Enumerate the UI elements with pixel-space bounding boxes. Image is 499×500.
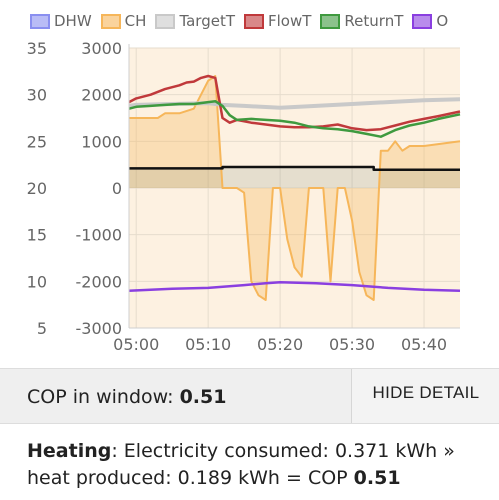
legend-swatch [30, 13, 50, 29]
hide-detail-button[interactable]: HIDE DETAIL [351, 369, 499, 423]
legend-item-flowt[interactable]: FlowT [244, 10, 311, 32]
right-tick-label: 3000 [81, 39, 122, 58]
left-tick-label: 10 [27, 272, 47, 291]
ch-area [129, 76, 460, 300]
x-tick-label: 05:40 [401, 335, 447, 354]
series-line-o [128, 281, 461, 292]
cop-summary-bar: COP in window: 0.51 HIDE DETAIL [0, 368, 499, 424]
legend-item-dhw[interactable]: DHW [30, 10, 92, 32]
legend-swatch [100, 13, 121, 29]
legend-label: FlowT [268, 12, 312, 30]
x-tick-label: 05:20 [257, 335, 303, 354]
x-tick-label: 05:10 [185, 335, 231, 354]
cop-window-text: COP in window: [27, 386, 174, 408]
legend-item-targett[interactable]: TargetT [155, 10, 235, 32]
left-tick-label: 25 [27, 132, 47, 151]
right-tick-label: 0 [112, 179, 122, 198]
right-tick-label: 2000 [81, 86, 122, 105]
heating-heading: Heating [27, 440, 112, 462]
right-tick-label: 1000 [81, 132, 122, 151]
legend-item-returnt[interactable]: ReturnT [320, 10, 403, 32]
series-line-heatoutput [129, 165, 460, 172]
legend-swatch [155, 13, 176, 29]
heating-cop-value: 0.51 [353, 467, 401, 489]
legend-swatch [320, 13, 341, 29]
series-line-flowt [128, 74, 461, 132]
chart-area: DHW CH TargetT FlowT ReturnT O 35 30 25 20 15 10 5 3… [27, 10, 499, 354]
legend-label: O [436, 12, 449, 30]
right-tick-label: -1000 [76, 226, 123, 245]
legend-label: CH [124, 12, 147, 30]
left-tick-label: 5 [37, 319, 47, 338]
legend-label: TargetT [179, 12, 236, 30]
legend-swatch [412, 13, 433, 29]
series-line-returnt [128, 99, 461, 138]
legend-swatch [244, 13, 265, 29]
cop-window-value: 0.51 [179, 386, 227, 408]
legend-label: ReturnT [344, 12, 404, 30]
electricity-consumed-text: : Electricity consumed: 0.371 kWh » [111, 440, 455, 462]
legend-item-o[interactable]: O [412, 10, 448, 32]
right-tick-label: -2000 [76, 272, 123, 291]
right-tick-label: -3000 [76, 319, 123, 338]
left-tick-label: 15 [27, 226, 47, 245]
x-tick-label: 05:30 [329, 335, 375, 354]
heat-produced-text: heat produced: 0.189 kWh = COP [27, 467, 348, 489]
heating-detail: Heating: Electricity consumed: 0.371 kWh… [27, 438, 487, 492]
cop-window-label: COP in window: 0.51 [27, 386, 226, 408]
left-tick-label: 20 [27, 179, 47, 198]
legend-item-ch[interactable]: CH [100, 10, 147, 32]
legend-label: DHW [54, 12, 92, 30]
left-tick-label: 30 [27, 86, 47, 105]
heat-output-area [129, 167, 460, 188]
chart-legend: DHW CH TargetT FlowT ReturnT O [30, 10, 499, 32]
x-tick-label: 05:00 [113, 335, 159, 354]
chart-plot: 35 30 25 20 15 10 5 3000 2000 1000 0 -1000 -2000 -300… [27, 39, 461, 354]
left-tick-label: 35 [27, 39, 47, 58]
